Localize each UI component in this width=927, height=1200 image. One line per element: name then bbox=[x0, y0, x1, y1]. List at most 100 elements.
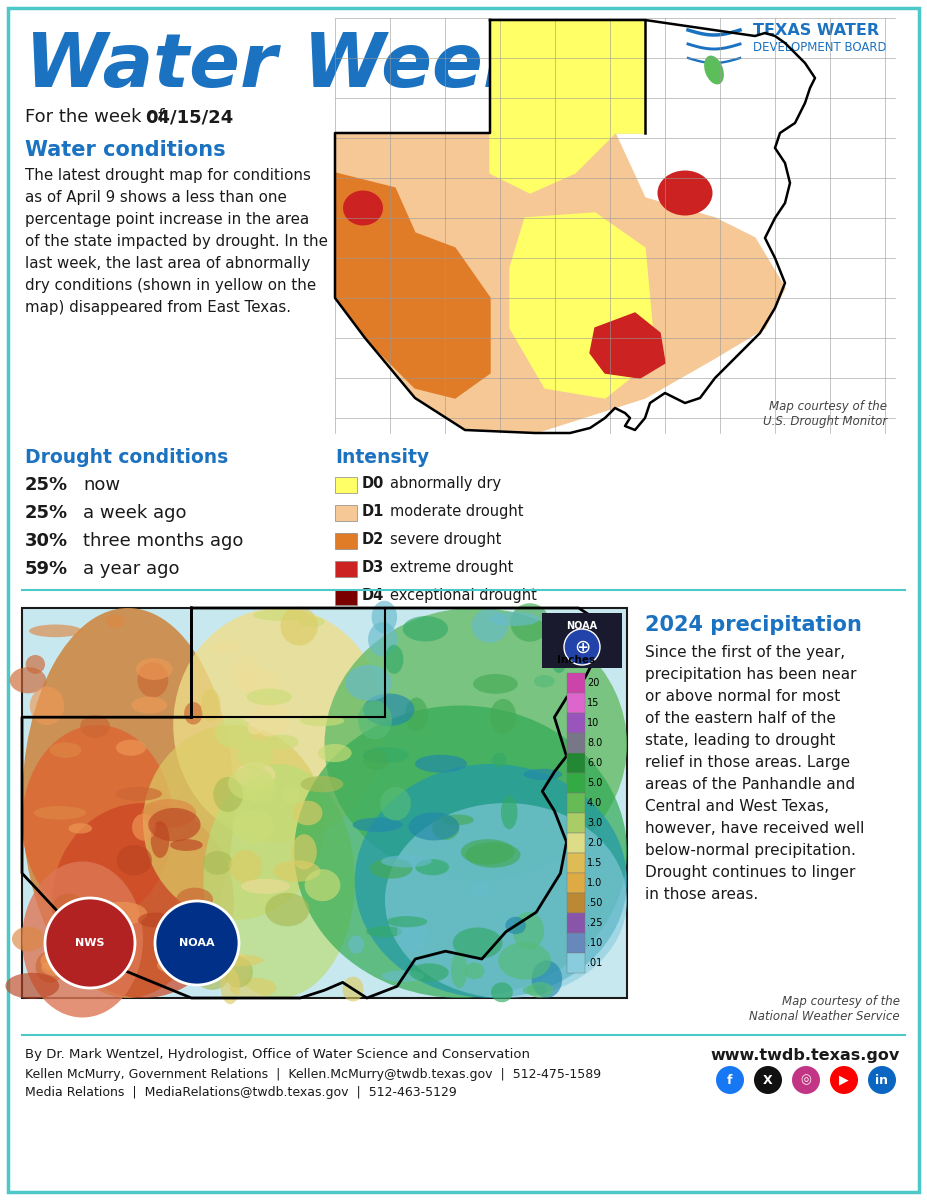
Ellipse shape bbox=[233, 655, 260, 692]
Ellipse shape bbox=[415, 755, 467, 773]
Text: Kellen McMurry, Government Relations  |  Kellen.McMurry@twdb.texas.gov  |  512-4: Kellen McMurry, Government Relations | K… bbox=[25, 1068, 601, 1081]
Text: 10: 10 bbox=[587, 718, 599, 728]
Ellipse shape bbox=[29, 624, 82, 637]
Ellipse shape bbox=[41, 959, 83, 977]
Polygon shape bbox=[490, 20, 645, 193]
Ellipse shape bbox=[246, 776, 277, 804]
Bar bbox=[335, 476, 357, 493]
Ellipse shape bbox=[213, 776, 243, 812]
Bar bbox=[567, 692, 585, 713]
Text: .01: .01 bbox=[587, 958, 603, 968]
Bar bbox=[567, 833, 585, 853]
Ellipse shape bbox=[452, 928, 502, 959]
Ellipse shape bbox=[281, 607, 318, 646]
Ellipse shape bbox=[473, 881, 490, 896]
Text: ▶: ▶ bbox=[839, 1074, 849, 1086]
Bar bbox=[567, 934, 585, 953]
Ellipse shape bbox=[324, 608, 627, 881]
Text: abnormally dry: abnormally dry bbox=[390, 476, 502, 491]
Text: 3.0: 3.0 bbox=[587, 818, 603, 828]
Text: 5.0: 5.0 bbox=[587, 778, 603, 788]
Bar bbox=[567, 673, 585, 692]
Text: .25: .25 bbox=[587, 918, 603, 928]
Text: however, have received well: however, have received well bbox=[645, 821, 864, 836]
Bar bbox=[567, 874, 585, 893]
Ellipse shape bbox=[283, 785, 299, 804]
Text: D2: D2 bbox=[362, 532, 385, 547]
FancyBboxPatch shape bbox=[8, 8, 919, 1192]
Ellipse shape bbox=[491, 983, 513, 1002]
Ellipse shape bbox=[235, 762, 275, 788]
Circle shape bbox=[45, 898, 135, 988]
Ellipse shape bbox=[380, 787, 411, 821]
Ellipse shape bbox=[464, 962, 485, 979]
Text: Intensity: Intensity bbox=[335, 448, 429, 467]
Text: Water conditions: Water conditions bbox=[25, 140, 225, 160]
Text: NWS: NWS bbox=[75, 938, 105, 948]
Ellipse shape bbox=[116, 787, 162, 800]
Ellipse shape bbox=[346, 665, 392, 701]
Ellipse shape bbox=[370, 858, 413, 878]
Text: NOAA: NOAA bbox=[566, 622, 598, 631]
Text: moderate drought: moderate drought bbox=[390, 504, 524, 518]
Bar bbox=[567, 733, 585, 754]
Ellipse shape bbox=[9, 667, 46, 694]
Text: areas of the Panhandle and: areas of the Panhandle and bbox=[645, 778, 855, 792]
Ellipse shape bbox=[132, 814, 156, 841]
Ellipse shape bbox=[204, 764, 355, 998]
Ellipse shape bbox=[402, 616, 448, 642]
Ellipse shape bbox=[362, 748, 409, 763]
Ellipse shape bbox=[236, 739, 273, 769]
Ellipse shape bbox=[505, 917, 526, 935]
Text: For the week of: For the week of bbox=[25, 108, 171, 126]
Polygon shape bbox=[335, 133, 490, 398]
Text: Since the first of the year,: Since the first of the year, bbox=[645, 646, 845, 660]
Text: Map courtesy of the
U.S. Drought Monitor: Map courtesy of the U.S. Drought Monitor bbox=[763, 400, 887, 428]
Bar bbox=[567, 754, 585, 773]
Text: DEVELOPMENT BOARD: DEVELOPMENT BOARD bbox=[753, 41, 886, 54]
Text: 25%: 25% bbox=[25, 504, 68, 522]
Ellipse shape bbox=[451, 952, 467, 988]
Text: a year ago: a year ago bbox=[83, 560, 180, 578]
Bar bbox=[567, 853, 585, 874]
Ellipse shape bbox=[35, 950, 65, 983]
Circle shape bbox=[754, 1066, 782, 1094]
Ellipse shape bbox=[442, 815, 474, 826]
Ellipse shape bbox=[143, 725, 324, 920]
Ellipse shape bbox=[227, 953, 250, 988]
Bar bbox=[335, 505, 357, 521]
Text: last week, the last area of abnormally: last week, the last area of abnormally bbox=[25, 256, 311, 271]
Ellipse shape bbox=[352, 817, 402, 832]
Ellipse shape bbox=[550, 640, 580, 649]
Text: as of April 9 shows a less than one: as of April 9 shows a less than one bbox=[25, 190, 286, 205]
Bar bbox=[22, 608, 627, 998]
Ellipse shape bbox=[106, 614, 125, 628]
Text: D0: D0 bbox=[362, 476, 385, 491]
Ellipse shape bbox=[409, 812, 459, 840]
Ellipse shape bbox=[293, 800, 323, 826]
Ellipse shape bbox=[26, 655, 45, 673]
Ellipse shape bbox=[305, 869, 340, 901]
Ellipse shape bbox=[363, 694, 414, 726]
Text: three months ago: three months ago bbox=[83, 532, 244, 550]
Ellipse shape bbox=[342, 977, 363, 1002]
Polygon shape bbox=[510, 214, 655, 398]
Text: 04/15/24: 04/15/24 bbox=[145, 108, 234, 126]
Text: dry conditions (shown in yellow on the: dry conditions (shown in yellow on the bbox=[25, 278, 316, 293]
Ellipse shape bbox=[355, 764, 627, 998]
Text: 1.5: 1.5 bbox=[587, 858, 603, 868]
Ellipse shape bbox=[201, 689, 221, 722]
Ellipse shape bbox=[117, 845, 152, 876]
Ellipse shape bbox=[52, 894, 84, 925]
Ellipse shape bbox=[80, 715, 110, 738]
Bar bbox=[567, 793, 585, 814]
Bar bbox=[567, 814, 585, 833]
Circle shape bbox=[792, 1066, 820, 1094]
Ellipse shape bbox=[116, 739, 146, 756]
Ellipse shape bbox=[6, 973, 59, 998]
Ellipse shape bbox=[195, 960, 229, 990]
Ellipse shape bbox=[170, 839, 203, 851]
Ellipse shape bbox=[705, 55, 724, 84]
Ellipse shape bbox=[349, 936, 364, 954]
Text: 15: 15 bbox=[587, 698, 600, 708]
